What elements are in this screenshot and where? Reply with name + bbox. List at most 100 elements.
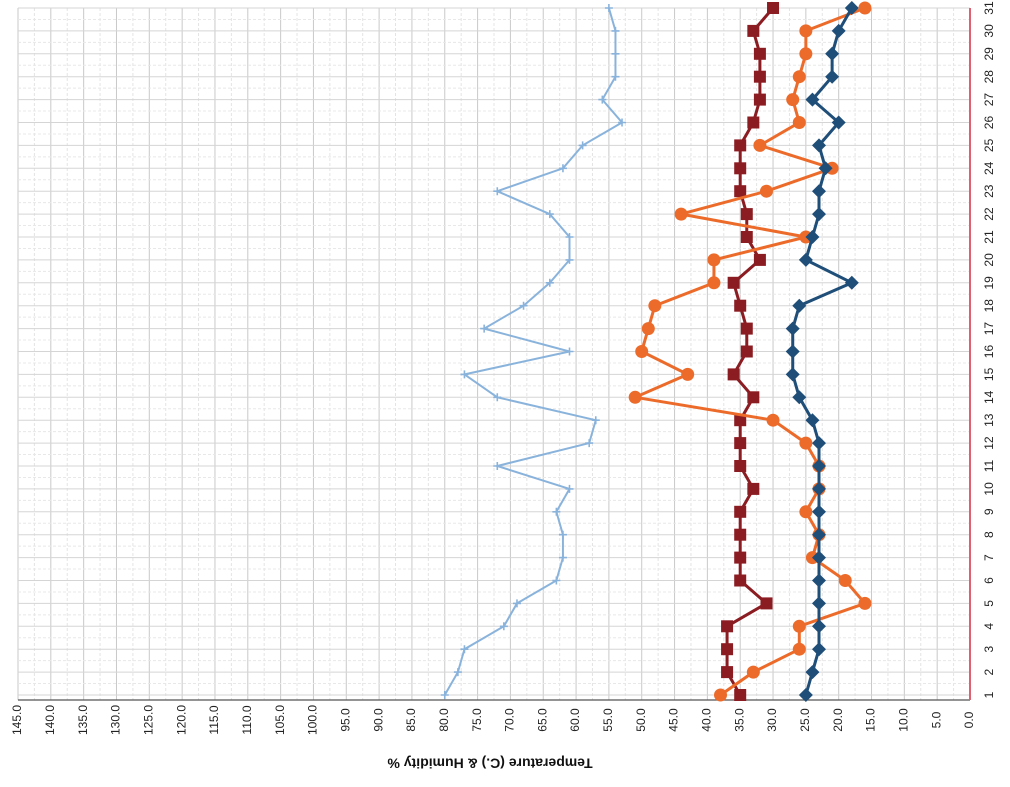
data-point-square — [740, 231, 753, 243]
x-tick-label: 28 — [982, 70, 996, 84]
x-tick-label: 12 — [982, 436, 996, 450]
x-tick-label: 4 — [982, 623, 996, 630]
y-tick-label: 15.0 — [864, 708, 878, 732]
y-tick-label: 90.0 — [371, 708, 385, 732]
data-point-plus — [558, 164, 567, 173]
data-point-circle — [858, 596, 872, 610]
x-tick-label: 29 — [982, 47, 996, 61]
data-point-plus — [552, 507, 561, 516]
x-tick-label: 18 — [982, 299, 996, 313]
y-tick-label: 135.0 — [76, 705, 90, 735]
data-point-square — [747, 24, 760, 37]
x-tick-label: 3 — [982, 646, 996, 653]
data-point-plus — [611, 26, 620, 35]
data-point-plus — [493, 393, 502, 402]
x-tick-label: 5 — [982, 600, 996, 607]
x-tick-label: 21 — [982, 230, 996, 244]
y-tick-label: 110.0 — [240, 705, 254, 734]
data-point-plus — [604, 4, 613, 12]
data-point-square — [734, 185, 747, 198]
data-point-diamond — [818, 161, 833, 176]
data-point-circle — [641, 322, 655, 336]
y-tick-label: 25.0 — [798, 708, 812, 732]
series-1 — [440, 4, 627, 699]
data-point-diamond — [798, 688, 813, 702]
series-3 — [628, 1, 872, 702]
data-point-diamond — [825, 46, 840, 61]
x-tick-label: 27 — [982, 93, 996, 107]
x-tick-label: 6 — [982, 577, 996, 584]
data-point-circle — [792, 70, 806, 84]
data-point-square — [767, 2, 780, 14]
data-point-square — [734, 162, 747, 175]
data-point-square — [753, 93, 766, 106]
y-tick-label: 5.0 — [929, 711, 943, 728]
data-point-circle — [799, 505, 813, 519]
data-point-square — [734, 139, 747, 152]
data-point-square — [734, 299, 747, 312]
data-point-diamond — [811, 504, 826, 519]
y-tick-label: 80.0 — [437, 708, 451, 732]
y-axis-title: Temperature (C.) & Humidity % — [387, 755, 593, 771]
data-point-diamond — [785, 321, 800, 336]
series-2 — [721, 2, 780, 701]
data-point-square — [734, 528, 747, 541]
data-point-plus — [558, 553, 567, 562]
y-tick-label: 70.0 — [503, 708, 517, 732]
data-point-plus — [552, 576, 561, 585]
data-point-plus — [565, 347, 574, 356]
y-tick-label: 40.0 — [700, 708, 714, 732]
data-point-circle — [799, 47, 813, 61]
data-point-circle — [707, 253, 721, 267]
data-point-diamond — [811, 481, 826, 496]
data-point-plus — [565, 255, 574, 264]
y-tick-label: 55.0 — [601, 708, 615, 732]
data-point-square — [734, 551, 747, 564]
data-point-diamond — [805, 665, 820, 680]
data-point-diamond — [811, 550, 826, 565]
data-point-plus — [618, 118, 627, 127]
data-point-diamond — [811, 642, 826, 657]
data-point-diamond — [831, 115, 846, 130]
y-tick-label: 20.0 — [831, 708, 845, 732]
data-point-plus — [512, 599, 521, 608]
y-tick-label: 140.0 — [43, 705, 57, 735]
data-point-circle — [759, 184, 773, 198]
x-tick-label: 1 — [982, 691, 996, 698]
data-point-plus — [493, 462, 502, 470]
data-point-circle — [714, 688, 728, 702]
x-tick-label: 11 — [982, 459, 996, 472]
data-point-circle — [648, 299, 662, 313]
y-tick-label: 65.0 — [535, 708, 549, 732]
y-tick-label: 35.0 — [732, 708, 746, 732]
x-tick-label: 24 — [982, 161, 996, 175]
data-point-diamond — [792, 390, 807, 405]
data-point-diamond — [811, 138, 826, 153]
data-point-square — [734, 505, 747, 518]
data-point-plus — [565, 484, 574, 493]
y-tick-label: 75.0 — [470, 708, 484, 732]
data-point-plus — [545, 210, 554, 219]
y-tick-label: 45.0 — [667, 708, 681, 732]
data-point-circle — [681, 367, 695, 381]
data-point-plus — [493, 187, 502, 196]
y-tick-label: 120.0 — [174, 705, 188, 735]
data-point-diamond — [785, 344, 800, 359]
data-point-plus — [585, 439, 594, 448]
y-tick-label: 125.0 — [141, 705, 155, 735]
x-tick-label: 2 — [982, 668, 996, 675]
data-point-square — [747, 482, 760, 495]
x-tick-label: 23 — [982, 184, 996, 198]
x-tick-label: 9 — [982, 508, 996, 515]
y-tick-label: 145.0 — [10, 705, 24, 735]
data-point-circle — [799, 24, 813, 38]
y-tick-label: 85.0 — [404, 708, 418, 732]
data-point-diamond — [844, 275, 859, 290]
data-point-square — [753, 47, 766, 60]
x-tick-label: 13 — [982, 413, 996, 427]
x-tick-label: 14 — [982, 390, 996, 404]
data-point-diamond — [805, 413, 820, 428]
data-point-diamond — [792, 298, 807, 313]
data-point-square — [734, 437, 747, 450]
data-point-square — [721, 620, 734, 633]
